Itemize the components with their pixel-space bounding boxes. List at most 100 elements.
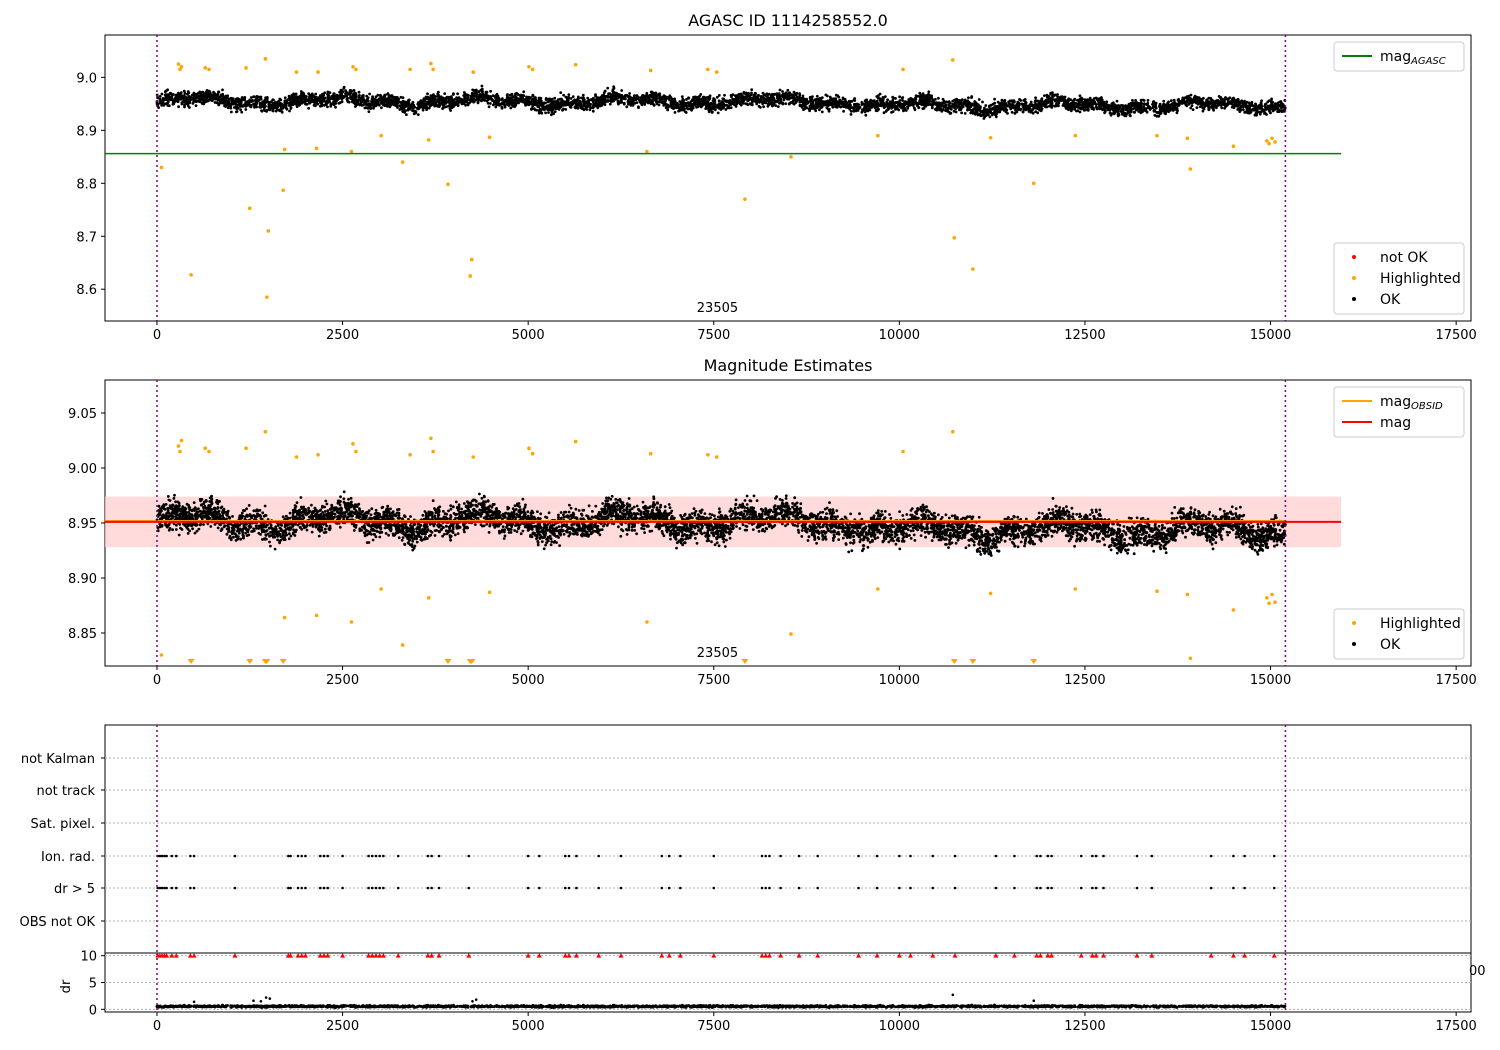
ok-point [357,90,361,94]
ok-point [1103,109,1107,112]
ok-point [1010,110,1014,114]
ok-point [853,103,856,107]
ok-point [1201,106,1205,110]
ok-point [453,101,457,105]
ok-point [485,90,489,94]
ok-point [1143,103,1146,106]
ok-point [380,106,383,110]
ok-point [244,108,248,111]
ok-point [759,105,762,109]
ok-point [819,97,822,101]
ok-point [708,105,712,108]
ok-point [820,110,824,114]
ok-point [690,108,693,112]
ok-point [195,92,199,96]
ok-points [155,84,1287,120]
ok-point [1239,101,1242,105]
ok-point [377,103,381,106]
ok-point [258,98,261,101]
ok-point [201,98,205,101]
ok-point [971,102,975,106]
ok-point [468,101,471,105]
ok-point [954,99,958,103]
ok-point [1010,104,1014,108]
ok-point [901,99,904,102]
ok-point [1117,104,1120,107]
ok-point [852,108,856,112]
ok-point [288,109,291,113]
ok-point [927,90,931,94]
ok-point [984,104,988,107]
ok-point [687,96,691,100]
ok-point [571,95,575,98]
ok-point [227,98,231,101]
ok-point [401,109,404,113]
ok-point [452,92,455,95]
ok-point [673,102,676,106]
ok-point [681,107,685,110]
ok-point [721,97,725,101]
ok-point [566,99,570,102]
ok-point [988,104,991,108]
ok-point [1040,97,1044,100]
ok-point [1271,100,1274,104]
ok-point [811,95,814,98]
ok-point [230,110,233,114]
ok-point [444,99,448,103]
ok-point [1181,96,1185,100]
ok-point [995,104,999,108]
ok-point [548,108,551,111]
ok-point [767,102,771,106]
ok-point [1245,110,1248,114]
ok-point [1041,101,1044,105]
ok-point [781,102,785,106]
ok-point [731,99,735,103]
ok-point [647,95,651,98]
ok-point [585,108,589,111]
ok-point [225,97,228,100]
ok-point [798,92,801,96]
ok-point [314,98,318,102]
ok-point [339,90,343,94]
ok-point [283,96,287,100]
ok-point [1191,108,1195,111]
ok-point [1189,106,1193,110]
ok-point [283,102,287,106]
ok-point [1115,99,1119,103]
ok-point [251,99,255,103]
ok-point [669,101,673,105]
ok-point [758,100,761,104]
ok-point [166,88,170,92]
ok-point [553,96,557,100]
ok-point [540,104,544,107]
ok-point [503,105,507,109]
ok-point [840,102,844,106]
ok-point [1116,110,1120,114]
ok-point [573,98,576,102]
ok-point [902,108,906,111]
ok-point [786,95,790,98]
ok-point [477,98,480,102]
ok-point [666,108,670,112]
ok-point [931,98,935,102]
ok-point [267,105,271,109]
ok-point [970,95,974,98]
ok-point [579,101,582,105]
ok-point [1208,106,1211,109]
ok-point [981,100,984,104]
ok-point [279,107,283,110]
ok-point [1199,101,1203,105]
ok-point [1222,103,1226,107]
ok-point [729,103,732,106]
ok-point [542,101,546,105]
ok-point [1132,110,1136,114]
ok-point [860,103,864,107]
ok-point [1045,105,1049,109]
ok-point [1195,106,1199,109]
ok-point [585,105,589,109]
ok-point [591,96,595,100]
ok-point [825,94,829,98]
ok-point [460,102,464,106]
ok-point [839,105,843,109]
ok-point [842,109,845,113]
